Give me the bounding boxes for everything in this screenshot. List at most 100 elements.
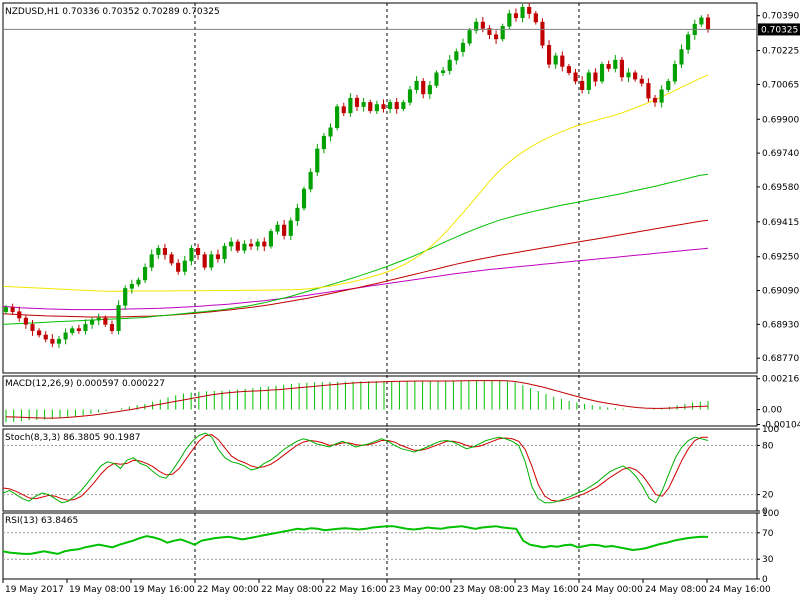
candle[interactable] [30,319,35,336]
candle[interactable] [500,23,505,42]
candle[interactable] [43,331,48,343]
candle[interactable] [388,99,393,114]
candle[interactable] [149,249,154,272]
candle[interactable] [315,143,320,176]
candle[interactable] [626,68,631,83]
candle[interactable] [394,97,399,114]
candle[interactable] [182,255,187,276]
candle[interactable] [401,99,406,112]
candle[interactable] [421,78,426,99]
candle[interactable] [573,68,578,85]
candle[interactable] [560,51,565,72]
candle[interactable] [255,238,260,251]
candle[interactable] [56,336,62,348]
candle[interactable] [282,219,287,240]
candle[interactable] [460,38,466,57]
candle[interactable] [467,27,472,46]
candle[interactable] [513,8,519,22]
candle[interactable] [633,70,638,82]
candle[interactable] [202,252,207,270]
candle[interactable] [533,11,538,25]
candle[interactable] [368,99,373,114]
candle[interactable] [156,245,161,260]
candle[interactable] [619,56,624,82]
candle[interactable] [50,334,55,348]
candle[interactable] [321,133,326,154]
candle[interactable] [679,44,684,69]
candle[interactable] [335,104,340,131]
candle[interactable] [189,245,194,266]
candle[interactable] [348,93,353,117]
candle[interactable] [580,76,585,94]
candle[interactable] [593,68,598,87]
macd-panel[interactable]: 0.002163 0.00 -0.001047 [5,375,800,431]
candle[interactable] [652,94,658,107]
candle[interactable] [83,319,88,335]
candle[interactable] [262,237,267,252]
candle[interactable] [354,94,360,112]
candle[interactable] [268,228,273,249]
candle[interactable] [96,313,101,326]
candle[interactable] [441,66,446,76]
candle[interactable] [295,203,300,226]
candle[interactable] [242,240,247,254]
candle[interactable] [381,99,386,113]
candle[interactable] [487,25,492,40]
candle[interactable] [586,69,591,95]
candle[interactable] [553,52,558,69]
candle[interactable] [507,9,512,30]
candle[interactable] [109,320,115,334]
candle[interactable] [374,100,379,114]
candle[interactable] [3,304,9,315]
candle[interactable] [308,168,313,193]
candle[interactable] [195,243,201,260]
candle[interactable] [540,18,545,49]
candle[interactable] [699,15,704,27]
candle[interactable] [10,303,15,315]
candle[interactable] [599,61,605,84]
candle[interactable] [474,18,479,34]
candle[interactable] [162,243,168,260]
candle[interactable] [361,97,366,112]
candle[interactable] [63,328,68,345]
candle[interactable] [90,316,95,329]
candle[interactable] [37,328,42,338]
candle[interactable] [646,78,651,102]
candle[interactable] [116,300,121,335]
candle[interactable] [17,306,22,322]
candle[interactable] [341,102,346,117]
candle[interactable] [169,252,174,266]
candle[interactable] [301,186,307,211]
candle[interactable] [143,263,148,284]
candle[interactable] [129,279,134,294]
candle[interactable] [229,237,234,252]
candle[interactable] [215,249,220,263]
candle[interactable] [672,60,677,85]
candle[interactable] [288,217,293,241]
candle[interactable] [209,250,214,271]
candle[interactable] [70,326,75,336]
candle[interactable] [275,221,280,235]
candle[interactable] [222,242,227,264]
candle[interactable] [686,31,691,54]
stoch-panel[interactable]: 100 80 20 0 [2,425,779,517]
candle[interactable] [23,314,28,329]
candle[interactable] [248,238,254,250]
candle[interactable] [606,60,611,72]
price-panel[interactable]: 0.70390 0.70225 0.70065 0.69900 0.69740 0.695… [2,2,800,364]
candle[interactable] [407,85,413,106]
candle[interactable] [76,324,81,334]
candle[interactable] [520,4,525,23]
candle[interactable] [659,85,664,108]
candle[interactable] [103,315,108,327]
candle[interactable] [414,76,419,94]
candle[interactable] [136,277,141,287]
candle[interactable] [639,75,644,87]
candle[interactable] [454,48,459,65]
candle[interactable] [613,55,618,73]
candle[interactable] [235,239,240,253]
candle[interactable] [434,70,439,88]
rsi-panel[interactable]: 100 70 30 0 [2,509,779,585]
candle[interactable] [494,30,499,45]
